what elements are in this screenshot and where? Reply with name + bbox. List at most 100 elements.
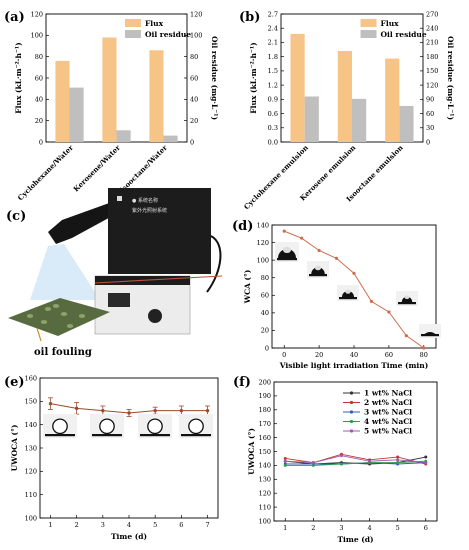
xtick-label: 1 bbox=[283, 524, 287, 532]
cabinet-indicator bbox=[117, 196, 122, 201]
xtick-label: 4 bbox=[367, 524, 371, 532]
data-point bbox=[339, 462, 343, 466]
ytick-label: 120 bbox=[31, 10, 43, 18]
caption-oil-fouling: oil fouling bbox=[34, 347, 92, 358]
ytick-right-label: 60 bbox=[426, 110, 434, 118]
substrate-line bbox=[140, 434, 170, 437]
ytick-label: 160 bbox=[25, 374, 37, 382]
legend-marker bbox=[349, 391, 354, 395]
bar-flux bbox=[337, 50, 352, 142]
cabinet-body bbox=[108, 188, 211, 274]
bar-oil-residue bbox=[399, 105, 414, 142]
legend-swatch bbox=[124, 19, 141, 27]
data-point bbox=[48, 401, 53, 406]
legend-marker bbox=[349, 419, 354, 424]
legend-label: Flux bbox=[381, 19, 400, 28]
ytick-right-label: 0 bbox=[190, 138, 194, 146]
oil-particle bbox=[44, 307, 52, 311]
data-point bbox=[339, 454, 343, 458]
ytick-label: 140 bbox=[257, 221, 269, 229]
category-label: Kerosene/Water bbox=[71, 143, 122, 194]
ytick-right-label: 210 bbox=[426, 39, 438, 47]
bar-oil-residue bbox=[116, 130, 131, 142]
water-droplet bbox=[424, 332, 436, 334]
panel-label: (c) bbox=[6, 209, 26, 224]
oil-particle bbox=[60, 312, 68, 316]
oil-droplet bbox=[52, 418, 68, 435]
xtick-label: 6 bbox=[424, 524, 428, 532]
data-point bbox=[300, 236, 304, 240]
ytick-right-label: 120 bbox=[426, 81, 438, 89]
xtick-label: 6 bbox=[179, 521, 183, 529]
ytick-right-label: 270 bbox=[426, 10, 438, 18]
droplet-highlight bbox=[404, 295, 410, 300]
xtick-label: 0 bbox=[282, 351, 286, 359]
ytick-label: 0.9 bbox=[268, 96, 278, 104]
legend-marker bbox=[349, 410, 354, 414]
series-line-4 bbox=[285, 460, 426, 466]
xtick-label: 1 bbox=[48, 521, 52, 529]
ytick-label: 2.7 bbox=[268, 10, 278, 18]
ytick-label: 150 bbox=[259, 448, 271, 456]
ytick-label: 100 bbox=[25, 514, 37, 522]
data-point bbox=[205, 408, 210, 413]
xtick-label: 40 bbox=[350, 351, 358, 359]
ytick-right-label: 20 bbox=[190, 117, 198, 125]
ytick-right-label: 180 bbox=[426, 53, 438, 61]
panel-label: (d) bbox=[232, 219, 253, 234]
legend-label: Flux bbox=[145, 19, 164, 28]
ylabel-left: Flux (kL·m⁻²·h⁻¹) bbox=[14, 42, 23, 113]
data-point bbox=[396, 461, 400, 465]
ytick-label: 190 bbox=[259, 392, 271, 400]
legend-label: 2 wt% NaCl bbox=[364, 398, 412, 407]
series-line-2 bbox=[285, 453, 426, 465]
droplet-highlight bbox=[314, 265, 322, 271]
droplet-inset-2 bbox=[90, 414, 124, 438]
red-cable bbox=[94, 275, 223, 284]
ytick-label: 60 bbox=[261, 292, 269, 300]
bar-oil-residue bbox=[69, 87, 84, 142]
data-point bbox=[369, 299, 374, 304]
ytick-label: 160 bbox=[259, 434, 271, 442]
oil-particle bbox=[66, 324, 74, 328]
bar-oil-residue bbox=[304, 96, 319, 142]
panel-d: (d) 0 20 40 60 80 100 120 140 0 20 40 60 80 WCA (°) Vis… bbox=[232, 219, 441, 370]
substrate-line bbox=[421, 334, 439, 337]
ytick-label: 140 bbox=[259, 462, 271, 470]
caption-pointer bbox=[36, 327, 42, 342]
series-line-5 bbox=[285, 455, 426, 464]
water-droplet bbox=[342, 291, 354, 297]
category-label: Cyclohexane/Water bbox=[16, 143, 75, 202]
data-point bbox=[282, 229, 286, 233]
ytick-label: 0 bbox=[265, 344, 269, 352]
xlabel: Visible light irradiation Time (min) bbox=[279, 361, 429, 370]
legend-swatch bbox=[124, 30, 141, 38]
data-point bbox=[311, 463, 315, 467]
ytick-label: 1.2 bbox=[268, 81, 278, 89]
ytick-label: 20 bbox=[261, 327, 269, 335]
ytick-label: 2.1 bbox=[268, 39, 278, 47]
xtick-label: 7 bbox=[205, 521, 209, 529]
light-device-icon bbox=[48, 202, 116, 244]
substrate-line bbox=[398, 302, 416, 305]
legend-swatch bbox=[360, 30, 377, 38]
data-point bbox=[179, 408, 184, 413]
oil-droplet bbox=[147, 418, 163, 435]
legend-label: 5 wt% NaCl bbox=[364, 427, 412, 436]
ytick-label: 80 bbox=[261, 274, 269, 282]
controller-box bbox=[94, 275, 191, 335]
data-point bbox=[352, 271, 356, 275]
ytick-right-label: 40 bbox=[190, 96, 198, 104]
controller-body bbox=[94, 275, 191, 335]
ytick-label: 40 bbox=[261, 309, 269, 317]
ylabel: UWOCA (°) bbox=[10, 425, 19, 472]
ytick-right-label: 120 bbox=[190, 10, 202, 18]
data-point bbox=[283, 463, 287, 467]
oil-droplet bbox=[188, 418, 204, 435]
ytick-label: 120 bbox=[259, 490, 271, 498]
legend-marker bbox=[349, 429, 354, 433]
water-droplet bbox=[401, 296, 413, 302]
data-point bbox=[404, 334, 408, 338]
data-point bbox=[334, 256, 339, 260]
